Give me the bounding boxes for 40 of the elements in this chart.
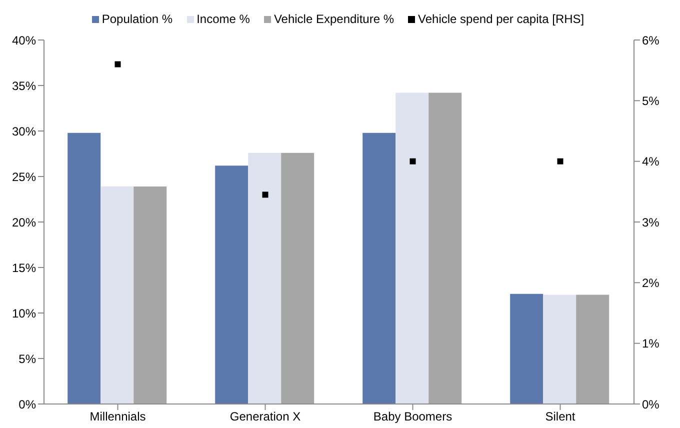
y-tick-label: 25% (12, 170, 36, 184)
bar (248, 152, 282, 404)
bar (576, 294, 610, 404)
bar (281, 152, 314, 404)
point (557, 158, 564, 164)
y-tick-label: 10% (12, 306, 36, 320)
y-tick-label: 0% (18, 397, 36, 412)
y2-tick-label: 4% (642, 154, 660, 169)
y2-tick-label: 5% (642, 94, 660, 108)
y-tick-label: 5% (18, 352, 36, 366)
y2-tick-label: 2% (642, 276, 660, 290)
y-tick-label: 40% (12, 33, 36, 48)
x-tick-label: Baby Boomers (373, 410, 452, 424)
y-tick-label: 20% (12, 215, 36, 230)
x-tick-label: Generation X (230, 410, 301, 424)
bar (362, 132, 396, 404)
x-tick-label: Silent (545, 410, 576, 424)
bar (215, 166, 248, 404)
y-tick-label: 35% (12, 78, 36, 93)
y2-tick-label: 6% (642, 33, 660, 48)
bar (134, 186, 167, 404)
legend-label: Income % (196, 12, 250, 26)
legend-label: Vehicle Expenditure % (272, 12, 394, 26)
bar (428, 92, 462, 404)
point (262, 192, 268, 198)
point (114, 61, 121, 68)
bar (68, 132, 101, 404)
x-tick-label: Millennials (90, 410, 146, 424)
bar (100, 186, 134, 404)
point (410, 158, 416, 164)
y2-tick-label: 3% (642, 215, 660, 230)
y-tick-label: 15% (12, 260, 36, 275)
bar (543, 294, 576, 404)
legend-label: Population % (100, 12, 173, 26)
y2-tick-label: 1% (642, 336, 660, 351)
y-tick-label: 30% (12, 124, 36, 138)
legend-label: Vehicle spend per capita [RHS] (417, 12, 584, 26)
y2-tick-label: 0% (642, 397, 660, 412)
bar (396, 92, 429, 404)
bar (510, 294, 544, 404)
